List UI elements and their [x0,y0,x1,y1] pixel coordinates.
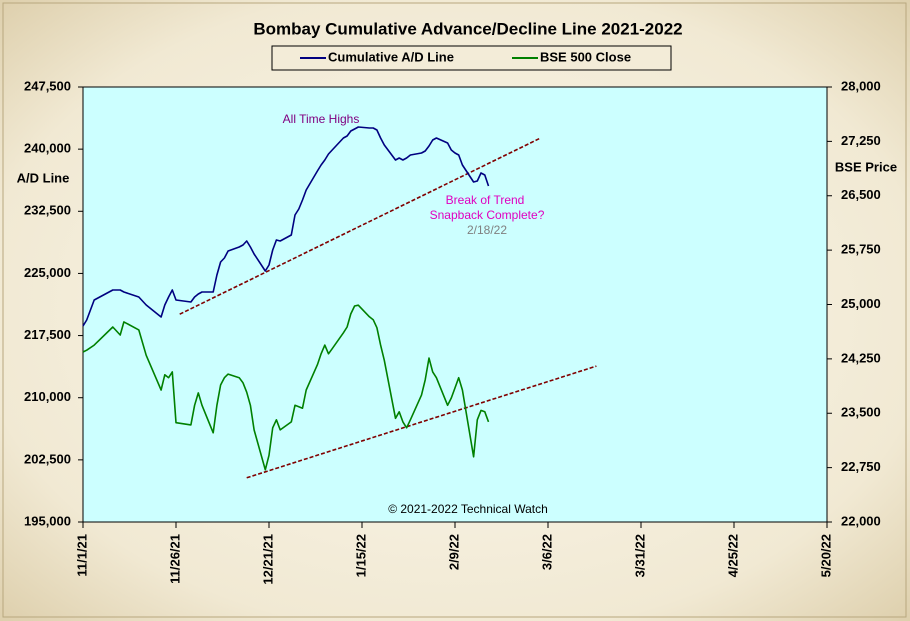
x-tick-label: 12/21/21 [260,534,275,585]
series-line [82,304,490,471]
trendline [246,365,597,479]
x-tick-label: 3/6/22 [539,534,554,570]
y2-tick-label: 22,000 [841,513,881,528]
y2-tick-label: 26,500 [841,187,881,202]
y2-tick-label: 25,750 [841,242,881,257]
y2-tick-label: 25,000 [841,296,881,311]
y2-tick-label: 22,750 [841,459,881,474]
annotation: Snapback Complete? [430,208,545,222]
y2-axis-label: BSE Price [835,159,897,174]
credit: © 2021-2022 Technical Watch [388,502,548,516]
y-tick-label: 247,500 [24,78,71,93]
x-tick-label: 3/31/22 [632,534,647,577]
legend-label: BSE 500 Close [540,49,631,64]
legend-label: Cumulative A/D Line [328,49,454,64]
y-tick-label: 217,500 [24,327,71,342]
annotation: 2/18/22 [467,223,507,237]
trendline [179,137,541,315]
y2-tick-label: 28,000 [841,78,881,93]
y-tick-label: 225,000 [24,265,71,280]
y-tick-label: 240,000 [24,141,71,156]
y2-tick-label: 24,250 [841,350,881,365]
chart-title: Bombay Cumulative Advance/Decline Line 2… [253,19,682,38]
x-tick-label: 11/1/21 [74,534,89,577]
annotation: Break of Trend [446,193,525,207]
y2-tick-label: 23,500 [841,405,881,420]
x-tick-label: 1/15/22 [353,534,368,577]
x-tick-label: 11/26/21 [167,534,182,584]
x-tick-label: 5/20/22 [818,534,833,577]
x-tick-label: 2/9/22 [446,534,461,570]
y-tick-label: 195,000 [24,513,71,528]
x-tick-label: 4/25/22 [725,534,740,577]
series-line [82,126,490,327]
y-tick-label: 210,000 [24,389,71,404]
plot-area [82,86,828,523]
y-axis-label: A/D Line [17,170,70,185]
annotation: All Time Highs [283,112,360,126]
legend-box [271,45,672,71]
y-tick-label: 232,500 [24,203,71,218]
y2-tick-label: 27,250 [841,133,881,148]
y-tick-label: 202,500 [24,451,71,466]
